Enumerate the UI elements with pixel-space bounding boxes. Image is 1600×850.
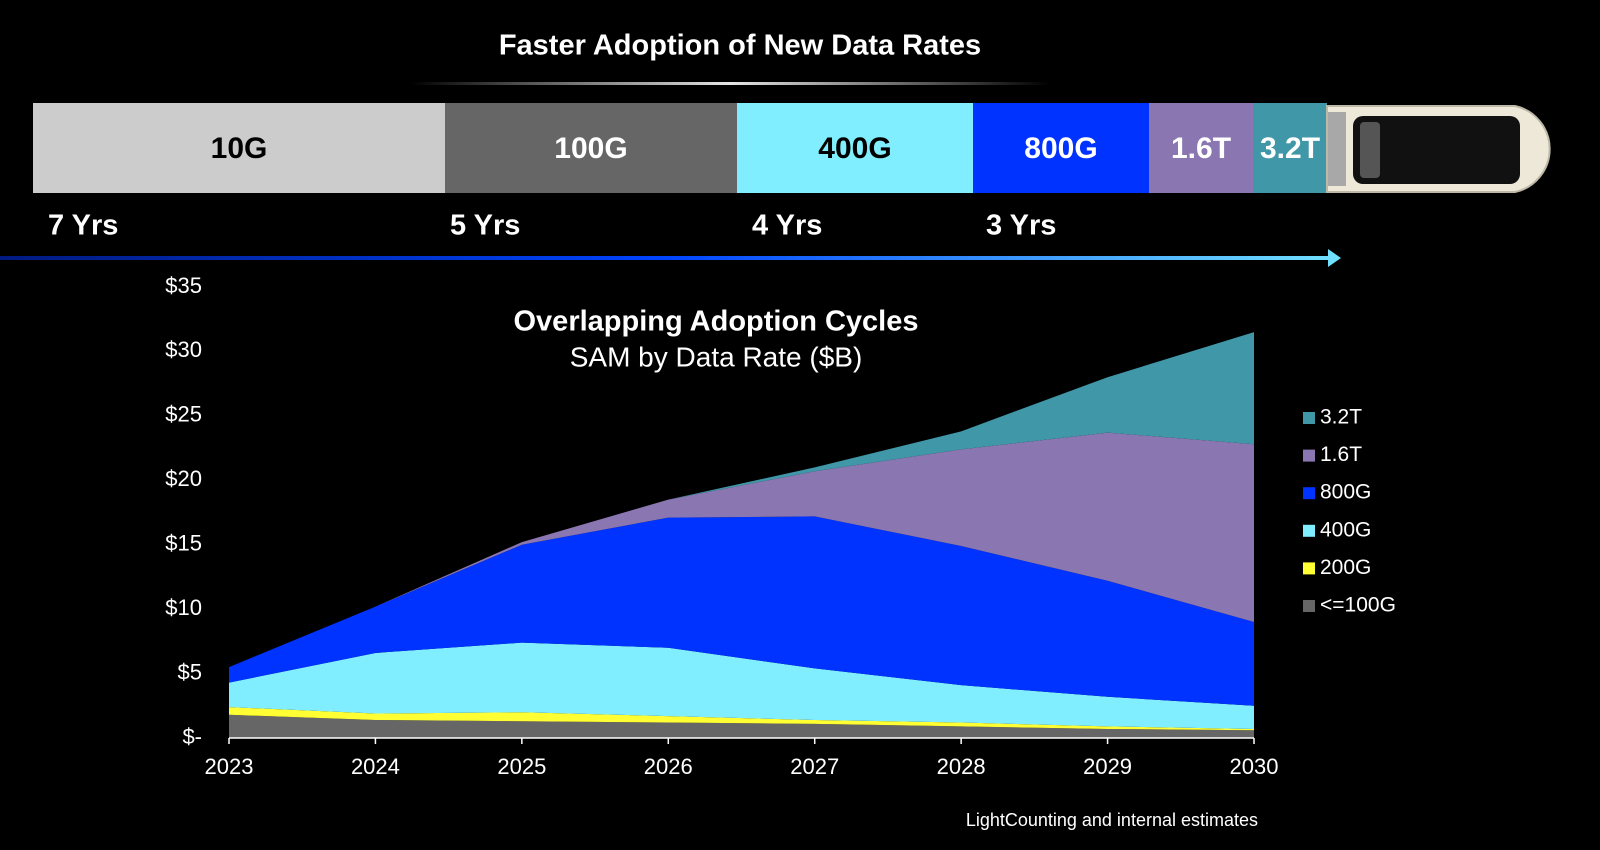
x-tick-label: 2023 — [205, 754, 254, 779]
y-tick-label: $- — [182, 724, 202, 749]
y-tick-label: $20 — [165, 466, 202, 491]
y-tick-label: $25 — [165, 402, 202, 427]
x-tick-label: 2027 — [790, 754, 839, 779]
x-tick-label: 2028 — [937, 754, 986, 779]
transceiver-module — [1326, 105, 1551, 193]
segment-label: 400G — [818, 132, 891, 165]
segment-label: 100G — [554, 132, 627, 165]
duration-label: 4 Yrs — [752, 210, 822, 242]
legend-swatch — [1303, 412, 1315, 424]
legend-label: 400G — [1320, 518, 1371, 541]
adoption-bar: 10G 100G 400G 800G 1.6T 3.2T 7 Yrs 5 Yrs 4 Yrs 3 … — [33, 103, 1327, 242]
segment-label: 10G — [211, 132, 268, 165]
legend-label: 1.6T — [1320, 443, 1362, 466]
source-note: LightCounting and internal estimates — [966, 810, 1258, 830]
bar-segment — [1253, 103, 1327, 193]
plot-area: 2023 2024 2025 2026 2027 2028 2029 2030 $- $5 $10 $… — [165, 273, 1396, 779]
chart-subtitle: SAM by Data Rate ($B) — [570, 341, 863, 372]
legend-swatch — [1303, 600, 1315, 612]
duration-label: 3 Yrs — [986, 210, 1056, 242]
segment-label: 1.6T — [1171, 132, 1231, 165]
bar-segment — [1149, 103, 1253, 193]
area — [229, 516, 1254, 706]
segment-label: 800G — [1024, 132, 1097, 165]
legend-label: 200G — [1320, 556, 1371, 579]
y-tick-label: $35 — [165, 273, 202, 298]
legend-swatch — [1303, 487, 1315, 500]
y-tick-label: $5 — [178, 659, 202, 684]
arrow-head — [1328, 249, 1341, 267]
x-tick-label: 2025 — [497, 754, 546, 779]
duration-label: 7 Yrs — [48, 210, 118, 242]
x-tick-label: 2030 — [1230, 754, 1279, 779]
x-tick-label: 2029 — [1083, 754, 1132, 779]
y-tick-label: $30 — [165, 337, 202, 362]
area — [229, 707, 1254, 731]
legend-swatch — [1303, 562, 1315, 575]
legend-swatch — [1303, 449, 1315, 462]
y-tick-label: $10 — [165, 595, 202, 620]
bar-segment — [33, 103, 445, 193]
y-tick-label: $15 — [165, 531, 202, 556]
legend-label: <=100G — [1320, 594, 1396, 617]
chart-title: Overlapping Adoption Cycles — [514, 306, 919, 338]
area — [229, 714, 1254, 738]
legend-label: 3.2T — [1320, 406, 1362, 429]
legend-label: 800G — [1320, 481, 1371, 504]
bar-segment — [445, 103, 737, 193]
segment-label: 3.2T — [1260, 132, 1320, 165]
area — [229, 642, 1254, 729]
duration-label: 5 Yrs — [450, 210, 520, 242]
x-tick-label: 2024 — [351, 754, 400, 779]
timeline-arrow — [0, 256, 1330, 260]
title-underline — [410, 82, 1050, 85]
bar-segment — [973, 103, 1149, 193]
area — [229, 332, 1254, 668]
legend-swatch — [1303, 524, 1315, 537]
bar-segment — [737, 103, 973, 193]
x-tick-label: 2026 — [644, 754, 693, 779]
area — [229, 432, 1254, 668]
bar-title: Faster Adoption of New Data Rates — [499, 30, 981, 62]
